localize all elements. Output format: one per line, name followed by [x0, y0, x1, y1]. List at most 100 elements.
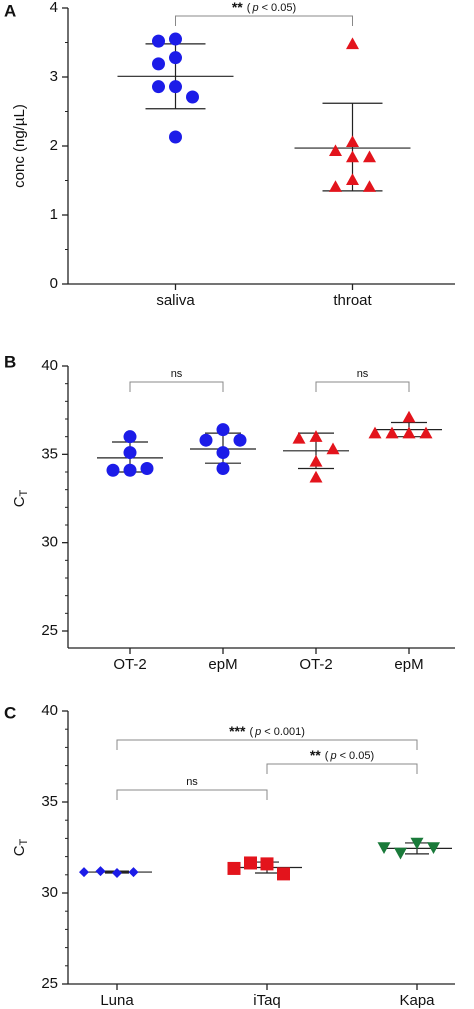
data-point [363, 180, 376, 192]
significance-label: ns [171, 368, 183, 380]
data-point [169, 32, 182, 46]
data-point [216, 446, 230, 460]
data-point [329, 180, 342, 192]
data-point [292, 431, 306, 444]
panel-label: B [4, 352, 16, 371]
data-point [128, 867, 139, 878]
y-axis-label-main: C [11, 845, 28, 856]
y-axis-label: CT [11, 489, 30, 507]
y-axis-label: conc (ng/µL) [11, 104, 28, 188]
data-point [152, 34, 165, 48]
y-tick-label: 35 [41, 793, 58, 810]
x-tick-label: saliva [156, 292, 195, 309]
p-symbol: p [251, 2, 258, 14]
y-axis-label-main: conc (ng/µL) [11, 104, 28, 188]
panel-label: C [4, 703, 16, 722]
data-point [346, 173, 359, 186]
data-point [227, 861, 241, 875]
significance-bracket [266, 763, 418, 774]
data-point [169, 51, 182, 65]
y-tick-label: 4 [50, 0, 58, 16]
data-point [123, 430, 137, 444]
significance-bracket [315, 381, 410, 392]
y-tick-label: 2 [50, 137, 58, 154]
x-tick-label: epM [394, 656, 423, 673]
data-point [152, 57, 165, 71]
y-tick-label: 35 [41, 445, 58, 462]
y-tick-label: 30 [41, 884, 58, 901]
p-value: < 0.001) [264, 726, 305, 738]
y-tick-label: 3 [50, 68, 58, 85]
p-symbol: p [254, 726, 261, 738]
data-point [79, 867, 89, 878]
significance-ns: ns [357, 368, 369, 380]
data-point [277, 867, 290, 881]
data-point [329, 144, 342, 157]
significance-label: ***(p < 0.001) [229, 723, 305, 739]
data-point [112, 867, 122, 878]
data-point [377, 842, 391, 854]
data-point [346, 135, 359, 148]
y-tick-label: 30 [41, 534, 58, 551]
data-point [309, 454, 323, 467]
x-tick-label: epM [208, 656, 237, 673]
data-point [368, 426, 382, 439]
significance-ns: ns [171, 368, 183, 380]
significance-bracket [129, 381, 224, 392]
significance-label: ns [186, 776, 198, 788]
data-point [363, 150, 376, 163]
significance-stars: *** [229, 723, 246, 739]
significance-ns: ns [186, 776, 198, 788]
y-tick-label: 25 [41, 975, 58, 992]
data-point [346, 37, 359, 50]
x-tick-label: Luna [100, 992, 134, 1009]
data-point [152, 80, 165, 94]
x-tick-label: iTaq [253, 992, 281, 1009]
p-symbol: p [329, 750, 336, 762]
data-point [216, 461, 230, 475]
data-point [216, 423, 230, 437]
data-point [410, 837, 424, 850]
significance-bracket [116, 739, 418, 750]
y-tick-label: 40 [41, 702, 58, 719]
p-open: ( [247, 2, 251, 14]
data-point [123, 463, 137, 477]
data-point [199, 433, 213, 447]
data-point [309, 470, 323, 483]
data-point [385, 426, 399, 439]
data-point [260, 857, 274, 871]
p-value: < 0.05) [340, 750, 375, 762]
y-axis-label-main: C [11, 496, 28, 507]
y-axis-label-sub: T [18, 489, 30, 496]
y-tick-label: 0 [50, 275, 58, 292]
y-axis-label-sub: T [18, 838, 30, 845]
significance-bracket [175, 15, 353, 26]
significance-bracket [116, 789, 268, 800]
x-tick-label: throat [333, 292, 372, 309]
data-point [309, 430, 323, 442]
significance-stars: ** [310, 747, 321, 763]
y-tick-label: 40 [41, 357, 58, 374]
significance-stars: ** [232, 0, 243, 15]
data-point [233, 433, 247, 447]
data-point [140, 461, 154, 475]
data-point [244, 856, 257, 870]
data-point [169, 80, 182, 94]
data-point [402, 410, 416, 423]
data-point [394, 847, 407, 860]
data-point [123, 446, 137, 460]
p-value: < 0.05) [262, 2, 297, 14]
y-axis-label: CT [11, 838, 30, 856]
significance-label: ** (p < 0.05) [232, 0, 296, 15]
p-open: ( [249, 726, 253, 738]
x-tick-label: Kapa [399, 992, 435, 1009]
data-point [419, 426, 433, 439]
data-point [95, 866, 106, 877]
x-tick-label: OT-2 [299, 656, 332, 673]
data-point [186, 90, 199, 104]
data-point [346, 150, 359, 163]
panel-label: A [4, 1, 16, 20]
data-point [106, 463, 120, 477]
data-point [326, 442, 340, 455]
